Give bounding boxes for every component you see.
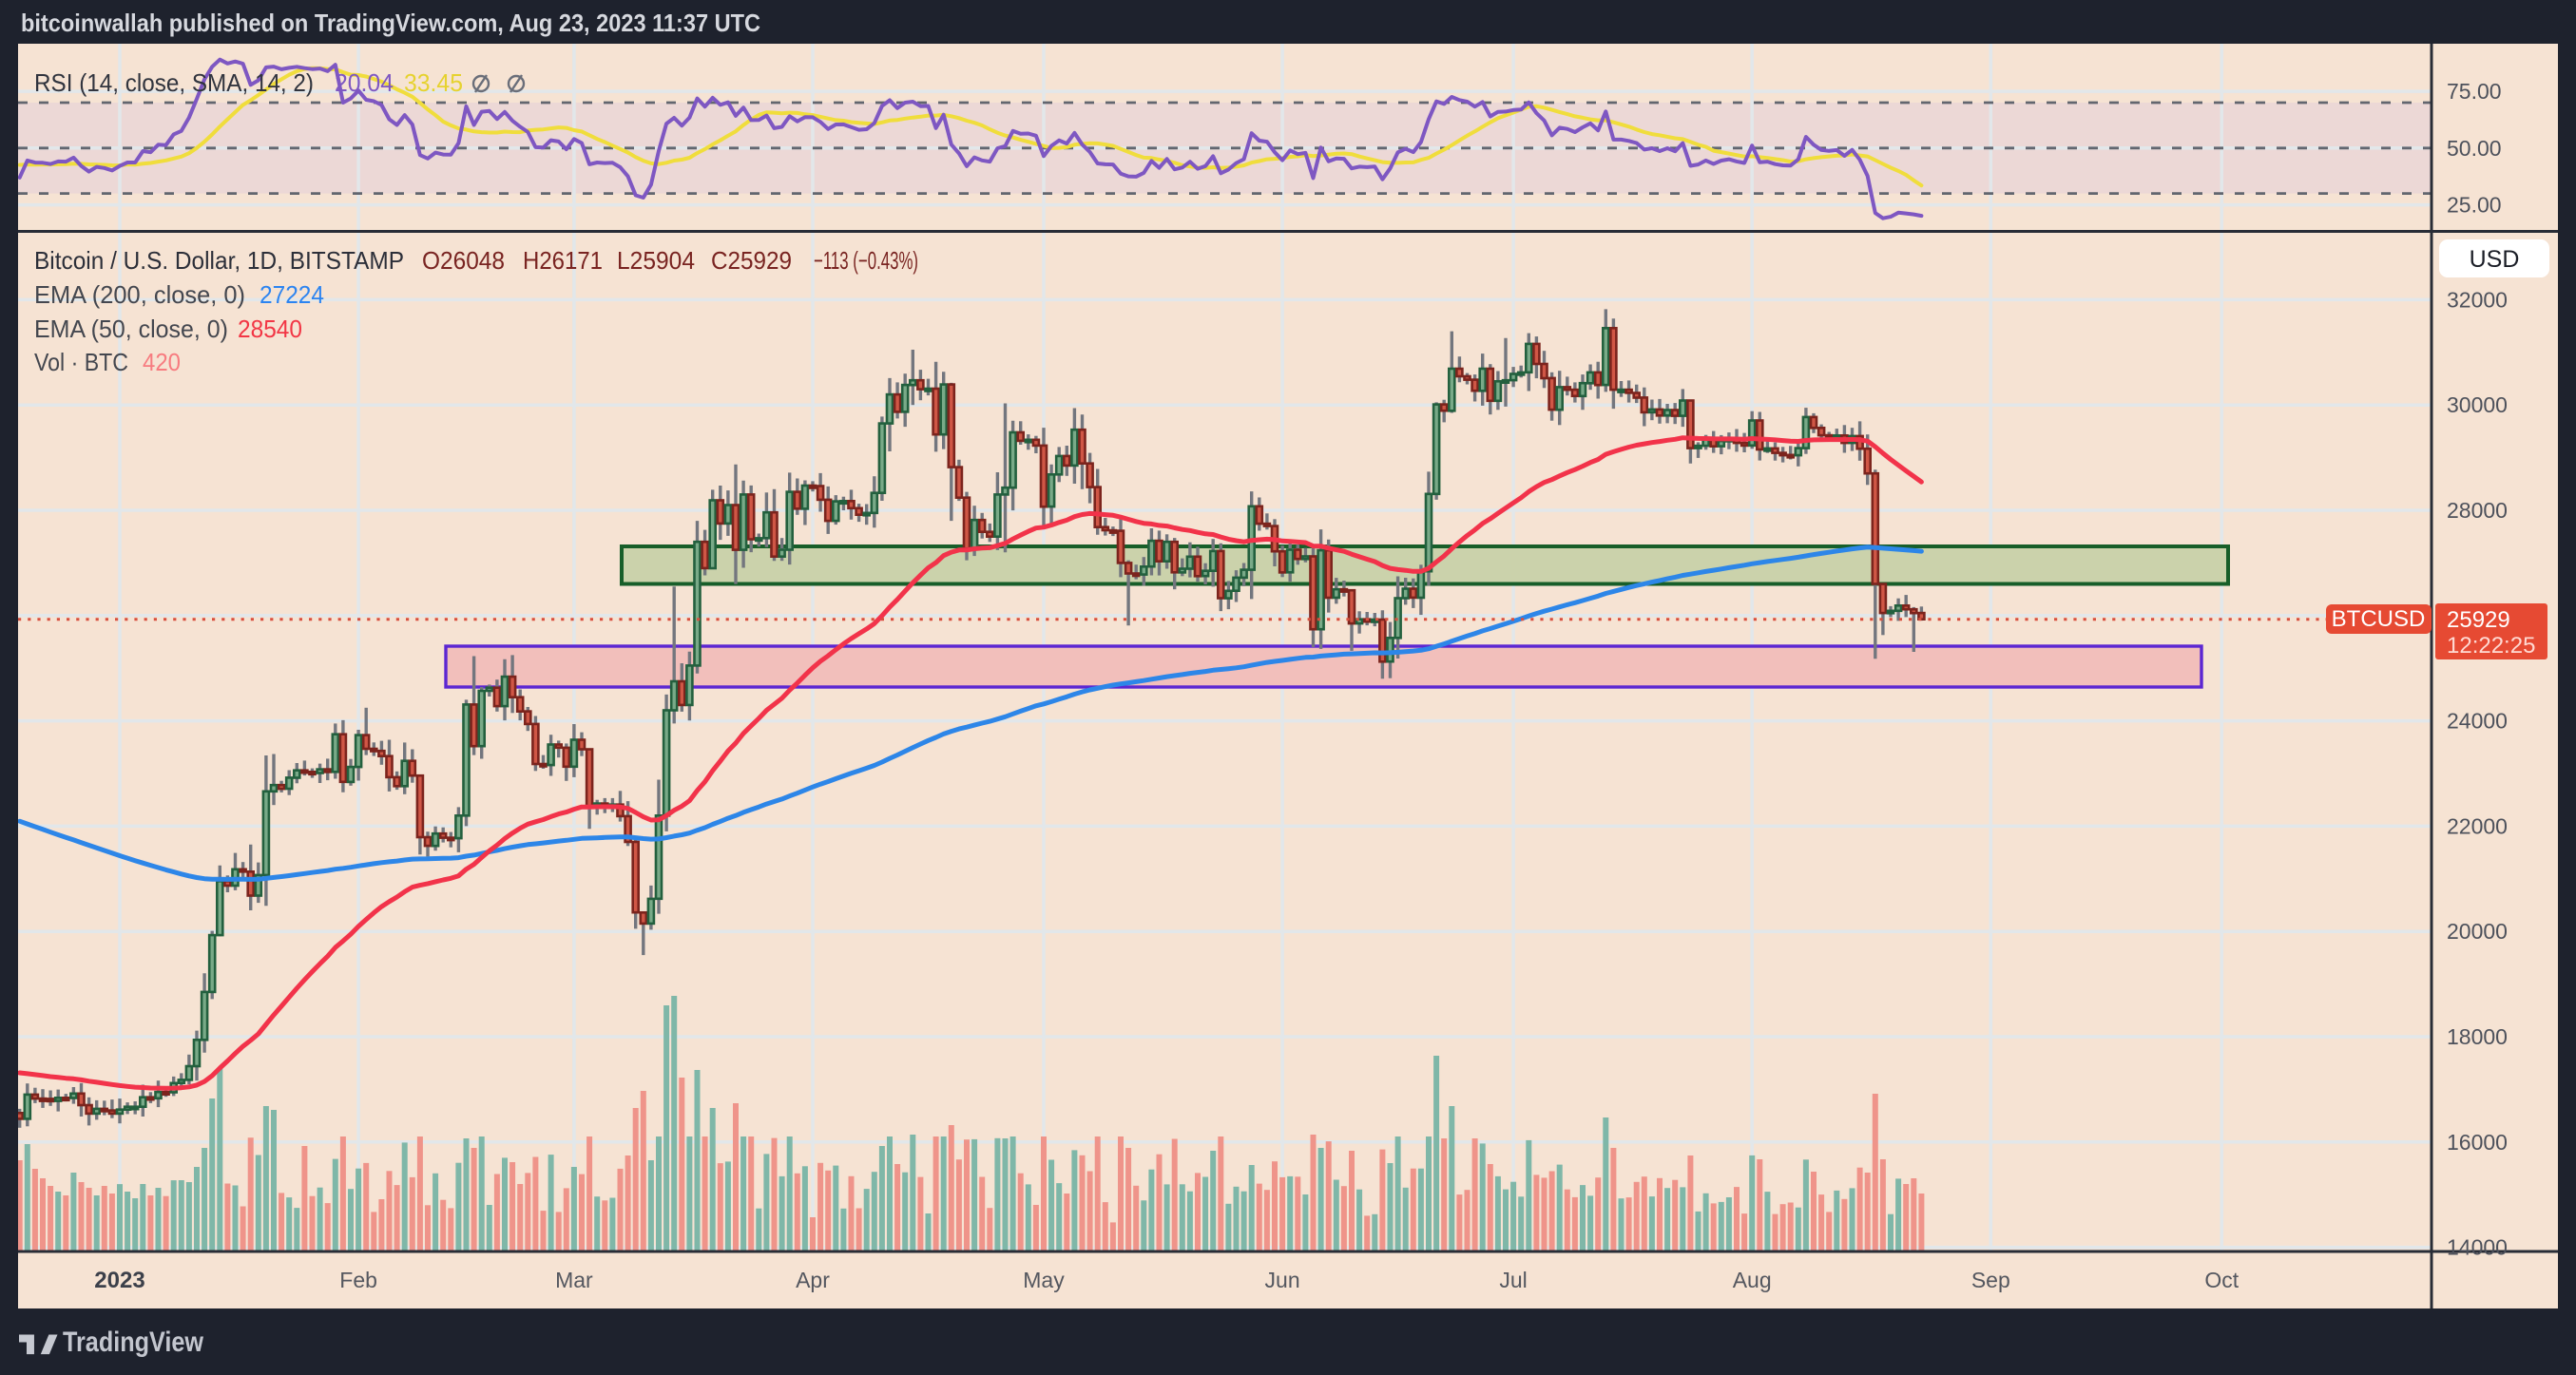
svg-text:TradingView: TradingView: [63, 1327, 204, 1358]
svg-text:Mar: Mar: [555, 1268, 593, 1292]
svg-text:30000: 30000: [2447, 392, 2508, 417]
svg-text:20000: 20000: [2447, 919, 2508, 944]
svg-text:16000: 16000: [2447, 1130, 2508, 1155]
svg-text:50.00: 50.00: [2447, 136, 2502, 161]
svg-text:20.04: 20.04: [335, 68, 394, 97]
svg-text:28540: 28540: [238, 315, 302, 343]
svg-text:Bitcoin / U.S. Dollar, 1D, BIT: Bitcoin / U.S. Dollar, 1D, BITSTAMP: [34, 246, 404, 275]
svg-text:420: 420: [143, 348, 181, 376]
svg-text:24000: 24000: [2447, 709, 2508, 734]
svg-text:RSI (14, close, SMA, 14, 2): RSI (14, close, SMA, 14, 2): [34, 68, 314, 97]
svg-text:2023: 2023: [94, 1268, 144, 1293]
svg-text:C25929: C25929: [711, 246, 792, 275]
svg-text:Vol · BTC: Vol · BTC: [34, 348, 128, 376]
svg-text:Jul: Jul: [1499, 1268, 1527, 1292]
svg-text:−113 (−0.43%): −113 (−0.43%): [814, 246, 918, 275]
svg-text:Oct: Oct: [2204, 1268, 2239, 1292]
svg-text:bitcoinwallah published on Tra: bitcoinwallah published on TradingView.c…: [21, 9, 760, 37]
svg-text:H26171: H26171: [523, 246, 603, 275]
svg-text:25.00: 25.00: [2447, 193, 2502, 218]
svg-text:EMA (50, close, 0): EMA (50, close, 0): [34, 315, 228, 343]
svg-text:14000: 14000: [2447, 1235, 2508, 1260]
svg-text:EMA (200, close, 0): EMA (200, close, 0): [34, 280, 245, 309]
svg-text:32000: 32000: [2447, 287, 2508, 312]
svg-text:May: May: [1023, 1268, 1065, 1292]
svg-text:28000: 28000: [2447, 498, 2508, 523]
svg-text:27224: 27224: [260, 280, 324, 309]
svg-text:Jun: Jun: [1265, 1268, 1300, 1292]
svg-text:22000: 22000: [2447, 813, 2508, 838]
svg-text:Sep: Sep: [1971, 1268, 2010, 1292]
svg-text:BTCUSD: BTCUSD: [2332, 606, 2426, 632]
svg-text:12:22:25: 12:22:25: [2447, 633, 2535, 659]
svg-text:33.45: 33.45: [404, 68, 463, 97]
svg-text:O26048: O26048: [422, 246, 505, 275]
svg-text:18000: 18000: [2447, 1024, 2508, 1049]
svg-text:75.00: 75.00: [2447, 79, 2502, 104]
svg-text:L25904: L25904: [617, 246, 695, 275]
svg-text:Apr: Apr: [796, 1268, 830, 1292]
svg-text:USD: USD: [2470, 246, 2520, 273]
svg-text:25929: 25929: [2447, 607, 2510, 633]
svg-text:Aug: Aug: [1733, 1268, 1772, 1292]
svg-text:Feb: Feb: [339, 1268, 377, 1292]
